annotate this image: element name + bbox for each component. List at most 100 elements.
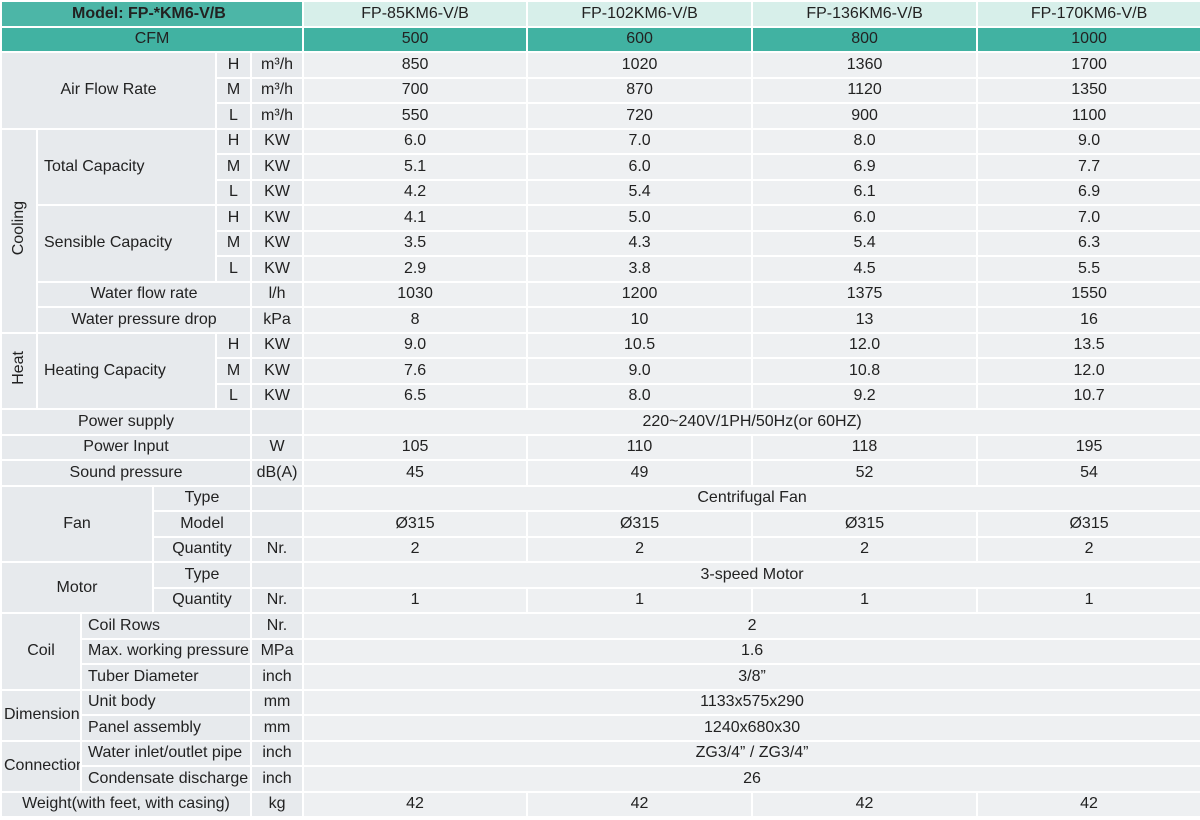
level: M	[215, 153, 252, 181]
cfm-value: 600	[526, 25, 754, 53]
unit: Nr.	[249, 586, 305, 614]
value-cell: Ø315	[526, 510, 754, 538]
sub-label: Type	[152, 561, 252, 589]
value-cell: 6.0	[526, 153, 754, 181]
value-cell: 2	[976, 535, 1200, 563]
value-cell: 8	[302, 306, 529, 334]
value-cell: 49	[526, 459, 754, 487]
row-label: Sensible Capacity	[36, 204, 217, 283]
value-cell: 4.3	[526, 229, 754, 257]
value-cell: 1020	[526, 51, 754, 79]
value-cell: 1375	[751, 280, 979, 308]
table-row: L KW 4.2 5.4 6.1 6.9	[1, 178, 1200, 206]
unit: KW	[249, 382, 305, 410]
value-cell: 8.0	[526, 382, 754, 410]
unit: mm	[249, 688, 305, 716]
level: L	[215, 178, 252, 206]
value-cell: 1	[751, 586, 979, 614]
value-cell: 45	[302, 459, 529, 487]
unit: mm	[249, 714, 305, 742]
value-cell: 1	[302, 586, 529, 614]
table-row: Connection Water inlet/outlet pipe inch ZG3…	[0, 739, 1200, 793]
table-row: Water flow rate l/h 1030 1200 1375 1550	[1, 280, 1200, 308]
table-row: Quantity Nr. 2 2 2 2	[1, 535, 1200, 563]
value-cell: ZG3/4” / ZG3/4”	[302, 739, 1200, 767]
value-cell: 10.7	[976, 382, 1200, 410]
value-cell: 10.8	[751, 357, 979, 385]
cfm-value: 500	[302, 25, 529, 53]
row-label: Total Capacity	[36, 127, 217, 206]
value-cell: 42	[302, 790, 529, 818]
level: H	[215, 127, 252, 155]
value-cell: 1240x680x30	[302, 714, 1200, 742]
value-cell: Centrifugal Fan	[302, 484, 1200, 512]
side-label: Cooling	[0, 127, 38, 334]
table-row: Tuber Diameter inch 3/8”	[1, 663, 1200, 691]
table-row: Coil Coil Rows Nr. 2	[0, 612, 1200, 691]
value-cell: 2	[751, 535, 979, 563]
row-label: Air Flow Rate	[0, 51, 217, 130]
table-row: Weight(with feet, with casing) kg 42 42 42 42	[0, 790, 1200, 818]
side-label: Heat	[0, 331, 38, 410]
value-cell: 5.4	[526, 178, 754, 206]
unit: KW	[249, 127, 305, 155]
unit: inch	[249, 739, 305, 767]
cfm-value: 1000	[976, 25, 1200, 53]
value-cell: 1.6	[302, 637, 1200, 665]
sub-label: Tuber Diameter	[80, 663, 252, 691]
value-cell: 54	[976, 459, 1200, 487]
group-label: Motor	[0, 561, 154, 614]
value-cell: 6.3	[976, 229, 1200, 257]
value-cell: 7.0	[976, 204, 1200, 232]
table-row: M KW 7.6 9.0 10.8 12.0	[1, 357, 1200, 385]
table-row: Sound pressure dB(A) 45 49 52 54	[0, 459, 1200, 487]
value-cell: 4.5	[751, 255, 979, 283]
value-cell: 10	[526, 306, 754, 334]
value-cell: 7.0	[526, 127, 754, 155]
value-cell: 1360	[751, 51, 979, 79]
row-label: Power supply	[0, 408, 252, 436]
value-cell: 13	[751, 306, 979, 334]
unit: KW	[249, 178, 305, 206]
value-cell: 26	[302, 765, 1200, 793]
value-cell: 42	[976, 790, 1200, 818]
unit: MPa	[249, 637, 305, 665]
value-cell: 195	[976, 433, 1200, 461]
value-cell: 7.7	[976, 153, 1200, 181]
value-cell: 1	[976, 586, 1200, 614]
unit: inch	[249, 663, 305, 691]
table-row: Sensible Capacity H KW 4.1 5.0 6.0 7.0	[1, 204, 1200, 283]
value-cell: 12.0	[976, 357, 1200, 385]
unit	[249, 408, 305, 436]
table-row: Cooling Total Capacity H KW 6.0 7.0 8.0 9.0	[0, 127, 1200, 334]
value-cell: 1700	[976, 51, 1200, 79]
sub-label: Condensate discharge	[80, 765, 252, 793]
unit	[249, 561, 305, 589]
unit: Nr.	[249, 535, 305, 563]
value-cell: 1120	[751, 76, 979, 104]
sub-label: Unit body	[80, 688, 252, 716]
value-cell: 6.5	[302, 382, 529, 410]
unit: KW	[249, 357, 305, 385]
group-label: Fan	[0, 484, 154, 563]
row-label: Water flow rate	[36, 280, 252, 308]
sub-label: Quantity	[152, 535, 252, 563]
value-cell: 2	[302, 535, 529, 563]
value-cell: 3.5	[302, 229, 529, 257]
sub-label: Panel assembly	[80, 714, 252, 742]
table-row: CFM 500 600 800 1000	[0, 25, 1200, 53]
value-cell: 110	[526, 433, 754, 461]
value-cell: 720	[526, 102, 754, 130]
unit: KW	[249, 255, 305, 283]
table-row: Heat Heating Capacity H KW 9.0 10.5 12.0 13.5	[0, 331, 1200, 410]
value-cell: 13.5	[976, 331, 1200, 359]
row-label: Sound pressure	[0, 459, 252, 487]
value-cell: 9.0	[302, 331, 529, 359]
value-cell: 900	[751, 102, 979, 130]
value-cell: 1200	[526, 280, 754, 308]
table-row: Condensate discharge inch 26	[1, 765, 1200, 793]
value-cell: 12.0	[751, 331, 979, 359]
value-cell: 2	[302, 612, 1200, 640]
